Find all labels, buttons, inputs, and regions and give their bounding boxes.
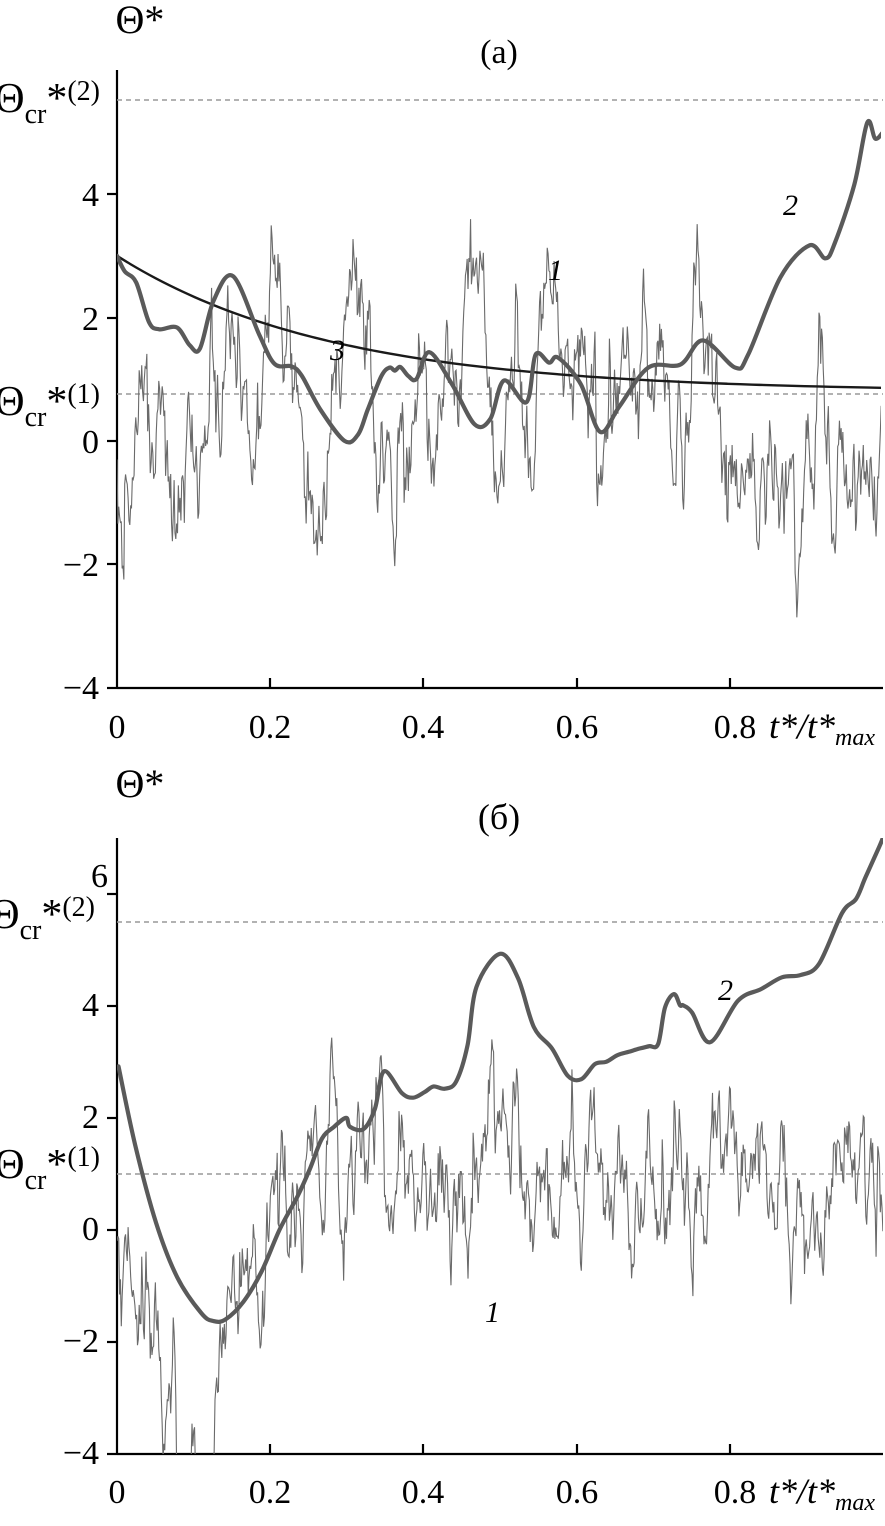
svg-text:Θ*: Θ* (116, 761, 165, 806)
svg-text:−2: −2 (63, 547, 99, 584)
svg-text:0: 0 (82, 1211, 99, 1248)
svg-text:0.4: 0.4 (402, 1474, 445, 1511)
svg-text:−2: −2 (63, 1323, 99, 1360)
svg-text:2: 2 (82, 1099, 99, 1136)
svg-text:0.2: 0.2 (249, 709, 292, 746)
svg-text:−4: −4 (63, 1435, 99, 1472)
svg-text:2: 2 (718, 974, 733, 1007)
svg-text:0.2: 0.2 (249, 1474, 292, 1511)
svg-text:3: 3 (329, 334, 345, 367)
svg-text:4: 4 (82, 987, 99, 1024)
svg-text:Θ*: Θ* (116, 0, 165, 42)
svg-text:0.6: 0.6 (556, 709, 599, 746)
svg-text:−4: −4 (63, 670, 99, 707)
svg-text:0.8: 0.8 (714, 1474, 757, 1511)
svg-text:0: 0 (109, 709, 126, 746)
svg-text:1: 1 (548, 254, 563, 287)
svg-text:0: 0 (109, 1474, 126, 1511)
svg-text:0: 0 (82, 424, 99, 461)
svg-text:2: 2 (783, 189, 798, 222)
svg-text:4: 4 (82, 177, 99, 214)
svg-text:0.4: 0.4 (402, 709, 445, 746)
svg-text:0.8: 0.8 (714, 709, 757, 746)
svg-text:6: 6 (91, 858, 108, 895)
svg-text:2: 2 (82, 301, 99, 338)
svg-text:1: 1 (485, 1296, 500, 1329)
svg-text:0.6: 0.6 (556, 1474, 599, 1511)
svg-text:(a): (a) (480, 34, 518, 71)
svg-text:(б): (б) (478, 797, 520, 837)
